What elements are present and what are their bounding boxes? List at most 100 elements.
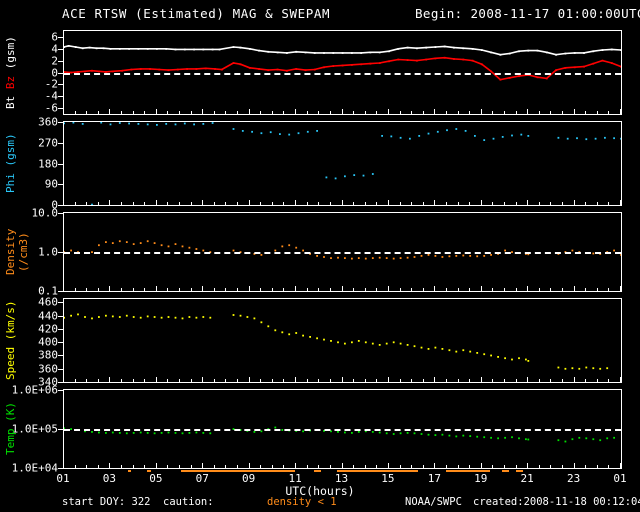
xtick-mark xyxy=(132,379,134,382)
data-point xyxy=(518,357,520,360)
data-point xyxy=(195,248,198,250)
data-point xyxy=(337,256,339,259)
data-point xyxy=(413,345,416,348)
data-point xyxy=(360,52,363,54)
xtick-mark xyxy=(132,202,134,205)
data-point xyxy=(309,336,311,338)
data-point xyxy=(341,64,344,67)
xtick-mark xyxy=(561,202,563,205)
data-point xyxy=(304,51,307,54)
xtick-mark xyxy=(492,288,494,291)
caution-bar xyxy=(127,470,132,472)
yticks-phi: 360 270 180 90 0 xyxy=(0,116,63,212)
data-point xyxy=(455,255,458,257)
xtick-mark xyxy=(155,377,157,382)
data-point xyxy=(462,47,465,50)
ytick-label: 270 xyxy=(38,136,58,150)
xtick-mark xyxy=(237,288,239,291)
xtick-mark xyxy=(457,111,459,114)
data-point xyxy=(202,432,205,434)
data-point xyxy=(536,49,539,52)
data-point xyxy=(462,349,465,352)
data-point xyxy=(214,68,216,70)
xtick-mark xyxy=(434,463,436,468)
xtick-mark xyxy=(527,377,529,382)
xtick-mark xyxy=(620,286,621,291)
data-point xyxy=(72,122,75,124)
xtick-mark xyxy=(121,202,123,205)
xtick-mark xyxy=(155,109,157,114)
panel-temp xyxy=(63,389,622,469)
xtick-mark xyxy=(411,379,413,382)
data-point xyxy=(508,52,511,55)
data-point xyxy=(211,48,214,51)
xtick-mark xyxy=(434,200,436,205)
data-point xyxy=(392,433,395,435)
data-point xyxy=(571,249,574,252)
xtick-mark xyxy=(144,111,146,114)
xtick-mark xyxy=(364,288,366,291)
data-point xyxy=(464,130,467,132)
data-point xyxy=(260,132,263,135)
data-point xyxy=(84,430,86,433)
xtick-mark xyxy=(306,379,308,382)
data-point xyxy=(490,436,492,439)
data-point xyxy=(362,174,365,177)
data-point xyxy=(351,341,353,344)
ylabel-bt-bz: Bt Bz (gsm) xyxy=(4,30,17,115)
xtick-mark xyxy=(550,379,552,382)
xtick-mark xyxy=(260,379,262,382)
data-point xyxy=(476,435,479,438)
data-point xyxy=(399,342,402,345)
xtick-mark xyxy=(608,288,610,291)
data-point xyxy=(160,432,163,434)
xtick-mark xyxy=(86,202,88,205)
caution-bar xyxy=(501,470,509,472)
data-point xyxy=(578,367,581,370)
xtick-mark xyxy=(469,465,471,468)
xtick-mark xyxy=(445,111,447,114)
xtick-mark xyxy=(167,111,169,114)
data-point xyxy=(557,136,560,139)
data-point xyxy=(67,45,70,47)
xtick-mark xyxy=(155,286,157,291)
data-point xyxy=(174,123,177,126)
data-point xyxy=(316,130,318,132)
data-point xyxy=(364,341,367,344)
xtick-mark xyxy=(306,288,308,291)
data-point xyxy=(258,49,260,52)
data-point xyxy=(441,433,444,436)
data-point xyxy=(332,65,335,67)
data-point xyxy=(146,123,149,126)
xtick-mark xyxy=(364,379,366,382)
xtick-mark xyxy=(295,286,297,291)
density-reference-line xyxy=(64,252,621,254)
data-point xyxy=(232,128,235,130)
xtick-mark xyxy=(213,111,215,114)
xtick-mark xyxy=(318,288,320,291)
data-point xyxy=(274,329,277,332)
plot-area-bt-bz xyxy=(64,31,621,114)
data-point xyxy=(174,48,177,51)
data-point xyxy=(167,431,170,434)
xtick-mark xyxy=(469,379,471,382)
xtick-mark xyxy=(364,111,366,114)
data-point xyxy=(499,53,502,56)
xtick-mark xyxy=(550,111,552,114)
data-point xyxy=(441,348,444,350)
data-point xyxy=(527,135,530,137)
data-point xyxy=(98,70,100,73)
data-point xyxy=(416,47,418,50)
xtick-mark xyxy=(341,377,343,382)
data-point xyxy=(167,245,170,248)
ytick-label: 180 xyxy=(38,157,58,170)
xtick-mark xyxy=(492,111,494,114)
data-point xyxy=(167,69,170,72)
footer-created: created:2008-11-18 00:12:04UTC xyxy=(473,496,640,508)
data-point xyxy=(378,256,381,259)
xtick-mark xyxy=(445,288,447,291)
data-point xyxy=(118,48,121,50)
data-point xyxy=(286,69,288,72)
page-title: ACE RTSW (Estimated) MAG & SWEPAM xyxy=(62,6,331,21)
data-point xyxy=(111,315,114,318)
